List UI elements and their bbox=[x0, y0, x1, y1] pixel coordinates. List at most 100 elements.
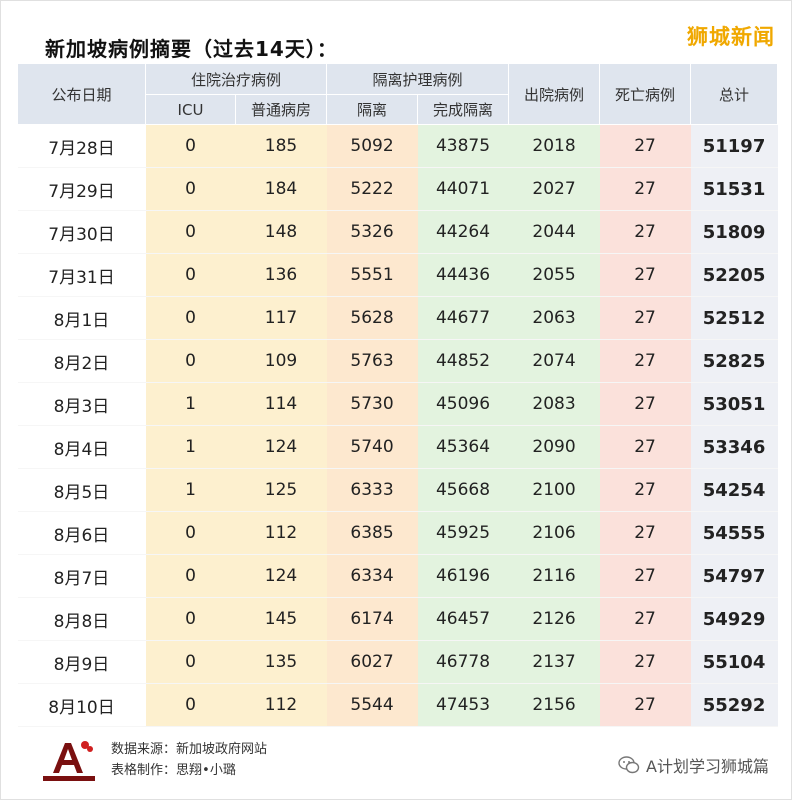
header-isolation-group: 隔离护理病例 bbox=[326, 63, 510, 95]
cell-isolation: 5326 bbox=[326, 210, 418, 254]
cell-ward: 125 bbox=[235, 468, 327, 512]
cell-discharged: 2106 bbox=[508, 511, 600, 555]
footer: 数据来源：新加坡政府网站 表格制作：思翔•小璐 A计划学习狮城篇 bbox=[17, 729, 777, 789]
cell-date: 8月5日 bbox=[17, 468, 146, 512]
cell-discharged: 2116 bbox=[508, 554, 600, 598]
cell-isolation: 5222 bbox=[326, 167, 418, 211]
cell-discharged: 2018 bbox=[508, 124, 600, 168]
table-header: 公布日期 住院治疗病例 隔离护理病例 出院病例 死亡病例 总计 ICU 普通病房… bbox=[17, 63, 779, 125]
cell-icu: 0 bbox=[145, 296, 236, 340]
cell-deaths: 27 bbox=[599, 597, 691, 641]
cell-ward: 184 bbox=[235, 167, 327, 211]
cell-isolation: 5763 bbox=[326, 339, 418, 383]
cell-icu: 0 bbox=[145, 339, 236, 383]
cell-ward: 117 bbox=[235, 296, 327, 340]
cell-total: 51809 bbox=[690, 210, 778, 254]
cell-icu: 1 bbox=[145, 468, 236, 512]
cell-date: 8月9日 bbox=[17, 640, 146, 684]
header-discharged: 出院病例 bbox=[508, 63, 601, 125]
cell-date: 8月8日 bbox=[17, 597, 146, 641]
table-row: 7月29日 0 184 5222 44071 2027 27 51531 bbox=[17, 167, 778, 211]
cell-date: 7月28日 bbox=[17, 124, 146, 168]
cell-icu: 0 bbox=[145, 167, 236, 211]
header-done-isolation: 完成隔离 bbox=[417, 94, 510, 125]
table-row: 8月10日 0 112 5544 47453 2156 27 55292 bbox=[17, 683, 778, 727]
cell-discharged: 2027 bbox=[508, 167, 600, 211]
cell-done-isolation: 46457 bbox=[417, 597, 509, 641]
header-icu: ICU bbox=[145, 94, 236, 125]
cell-icu: 1 bbox=[145, 382, 236, 426]
cell-done-isolation: 45364 bbox=[417, 425, 509, 469]
cell-done-isolation: 46778 bbox=[417, 640, 509, 684]
cell-isolation: 5544 bbox=[326, 683, 418, 727]
cell-ward: 114 bbox=[235, 382, 327, 426]
cell-date: 8月10日 bbox=[17, 683, 146, 727]
data-source-text: 数据来源：新加坡政府网站 bbox=[111, 742, 268, 757]
wechat-icon bbox=[618, 756, 640, 774]
table-row: 8月5日 1 125 6333 45668 2100 27 54254 bbox=[17, 468, 778, 512]
cell-total: 54254 bbox=[690, 468, 778, 512]
cell-discharged: 2090 bbox=[508, 425, 600, 469]
cell-date: 7月30日 bbox=[17, 210, 146, 254]
cell-date: 8月4日 bbox=[17, 425, 146, 469]
cell-ward: 135 bbox=[235, 640, 327, 684]
cell-icu: 0 bbox=[145, 640, 236, 684]
cell-isolation: 6333 bbox=[326, 468, 418, 512]
cell-done-isolation: 47453 bbox=[417, 683, 509, 727]
cell-date: 8月2日 bbox=[17, 339, 146, 383]
table-row: 8月7日 0 124 6334 46196 2116 27 54797 bbox=[17, 554, 778, 598]
header-total: 总计 bbox=[690, 63, 779, 125]
cell-done-isolation: 45096 bbox=[417, 382, 509, 426]
header-date: 公布日期 bbox=[17, 63, 146, 125]
table-row: 8月4日 1 124 5740 45364 2090 27 53346 bbox=[17, 425, 778, 469]
cell-deaths: 27 bbox=[599, 683, 691, 727]
header-isolation: 隔离 bbox=[326, 94, 419, 125]
cell-deaths: 27 bbox=[599, 640, 691, 684]
cell-isolation: 5092 bbox=[326, 124, 418, 168]
cell-icu: 1 bbox=[145, 425, 236, 469]
table-row: 8月9日 0 135 6027 46778 2137 27 55104 bbox=[17, 640, 778, 684]
wechat-account: A计划学习狮城篇 bbox=[618, 753, 769, 777]
cell-date: 8月6日 bbox=[17, 511, 146, 555]
cell-deaths: 27 bbox=[599, 167, 691, 211]
cell-done-isolation: 44436 bbox=[417, 253, 509, 297]
table-row: 7月28日 0 185 5092 43875 2018 27 51197 bbox=[17, 124, 778, 168]
cell-date: 8月1日 bbox=[17, 296, 146, 340]
cell-isolation: 5740 bbox=[326, 425, 418, 469]
cell-done-isolation: 44852 bbox=[417, 339, 509, 383]
table-maker-text: 表格制作：思翔•小璐 bbox=[111, 763, 236, 778]
cell-done-isolation: 44264 bbox=[417, 210, 509, 254]
cell-done-isolation: 46196 bbox=[417, 554, 509, 598]
cell-total: 55104 bbox=[690, 640, 778, 684]
cell-isolation: 6334 bbox=[326, 554, 418, 598]
cell-date: 7月29日 bbox=[17, 167, 146, 211]
cell-ward: 124 bbox=[235, 554, 327, 598]
cell-deaths: 27 bbox=[599, 339, 691, 383]
cell-ward: 136 bbox=[235, 253, 327, 297]
cell-total: 54797 bbox=[690, 554, 778, 598]
cell-ward: 109 bbox=[235, 339, 327, 383]
cell-discharged: 2137 bbox=[508, 640, 600, 684]
cell-deaths: 27 bbox=[599, 554, 691, 598]
table-row: 8月3日 1 114 5730 45096 2083 27 53051 bbox=[17, 382, 778, 426]
cell-ward: 145 bbox=[235, 597, 327, 641]
cell-total: 54555 bbox=[690, 511, 778, 555]
cell-deaths: 27 bbox=[599, 210, 691, 254]
table-row: 8月2日 0 109 5763 44852 2074 27 52825 bbox=[17, 339, 778, 383]
table-row: 7月30日 0 148 5326 44264 2044 27 51809 bbox=[17, 210, 778, 254]
cell-deaths: 27 bbox=[599, 124, 691, 168]
table-body: 7月28日 0 185 5092 43875 2018 27 51197 7月29日 0 184 52… bbox=[17, 124, 778, 727]
cell-isolation: 5730 bbox=[326, 382, 418, 426]
cell-discharged: 2156 bbox=[508, 683, 600, 727]
cell-icu: 0 bbox=[145, 511, 236, 555]
cell-done-isolation: 44071 bbox=[417, 167, 509, 211]
cell-discharged: 2126 bbox=[508, 597, 600, 641]
cell-discharged: 2055 bbox=[508, 253, 600, 297]
cell-date: 8月7日 bbox=[17, 554, 146, 598]
cell-icu: 0 bbox=[145, 210, 236, 254]
table-row: 7月31日 0 136 5551 44436 2055 27 52205 bbox=[17, 253, 778, 297]
cell-icu: 0 bbox=[145, 597, 236, 641]
cell-isolation: 6385 bbox=[326, 511, 418, 555]
cell-total: 51531 bbox=[690, 167, 778, 211]
cell-isolation: 6027 bbox=[326, 640, 418, 684]
